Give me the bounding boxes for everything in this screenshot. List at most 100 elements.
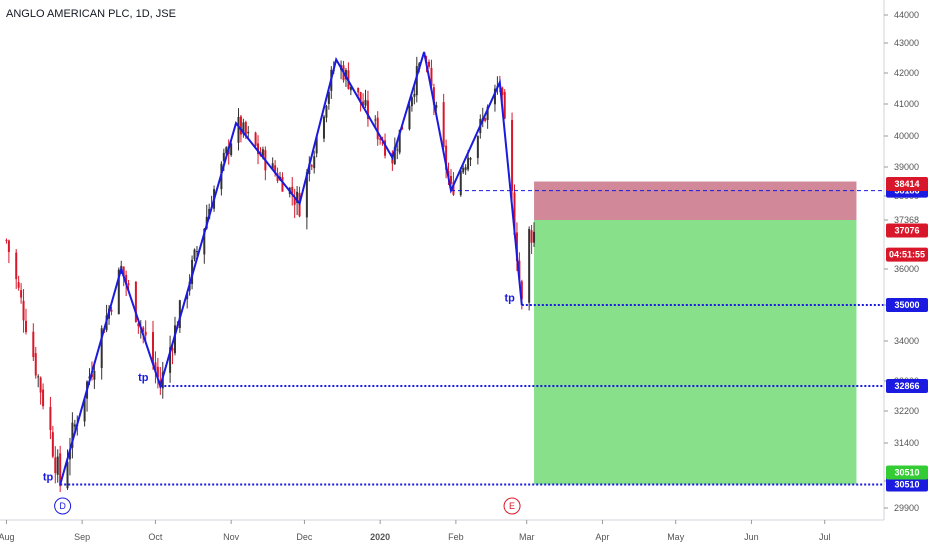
x-tick-label: Oct	[148, 532, 163, 542]
candle-body	[54, 457, 57, 474]
candle-body	[171, 348, 174, 351]
candle-body	[271, 163, 274, 170]
tp-label: tp	[504, 293, 515, 305]
candle-body	[239, 116, 242, 135]
candle-body	[32, 331, 35, 358]
x-tick-label: Sep	[74, 532, 90, 542]
candle-body	[100, 328, 103, 368]
candle-body	[134, 281, 137, 322]
candle-body	[449, 176, 452, 184]
candle-body	[349, 86, 352, 91]
candle-body	[374, 119, 377, 121]
tag-04-51-55-text: 04:51:55	[889, 250, 925, 260]
candle-body	[325, 105, 328, 118]
price-tags: 38186350003286630510384143707604:51:5530…	[886, 176, 928, 492]
price-levels[interactable]	[60, 190, 884, 486]
candle-body	[313, 156, 316, 169]
tag-35000: 35000	[886, 298, 928, 312]
candle-body	[467, 157, 470, 170]
tp-label: tp	[43, 472, 54, 484]
y-tick-label: 40000	[894, 131, 919, 141]
x-tick-label: Aug	[0, 532, 14, 542]
x-tick-label: May	[667, 532, 685, 542]
candle-body	[366, 100, 369, 120]
tag-30510-bg	[886, 477, 928, 492]
candle-body	[376, 117, 379, 140]
candle-body	[144, 331, 147, 336]
x-tick-label: Dec	[296, 532, 313, 542]
tag-30510: 30510	[886, 465, 928, 480]
x-tick-label: Apr	[595, 532, 609, 542]
y-tick-label: 44000	[894, 10, 919, 20]
candle-body	[257, 143, 260, 155]
harmonic-pattern[interactable]	[59, 51, 523, 485]
candle-body	[169, 347, 172, 373]
candle-body	[310, 165, 313, 167]
y-tick-label: 39000	[894, 162, 919, 172]
candle-body	[274, 165, 277, 174]
candle-body	[493, 88, 496, 105]
candle-body	[68, 451, 71, 460]
tag-38414: 38414	[886, 176, 928, 191]
tag-38414-bg	[886, 176, 928, 191]
candle-body	[322, 116, 325, 139]
candle-body	[83, 398, 86, 422]
candle-body	[430, 68, 433, 86]
stop-loss-zone[interactable]	[534, 181, 857, 221]
candle-body	[173, 325, 176, 354]
candle-body	[410, 97, 413, 107]
tag-04-51-55-bg	[886, 247, 928, 262]
x-tick-label: Jun	[744, 532, 759, 542]
candle-body	[528, 228, 531, 303]
candle-body	[24, 320, 27, 333]
candle-body	[432, 87, 435, 105]
candle-body	[408, 105, 411, 130]
pattern-line[interactable]	[59, 51, 523, 485]
candle-body	[156, 366, 159, 378]
candle-body	[142, 327, 145, 332]
candle-body	[381, 142, 384, 144]
candle-body	[237, 116, 240, 143]
candle-body	[7, 240, 10, 253]
candle-body	[428, 61, 431, 67]
tag-32866-bg	[886, 379, 928, 394]
candle-body	[34, 353, 37, 376]
candle-body	[452, 182, 455, 195]
candle-body	[384, 140, 387, 156]
y-tick-label: 29900	[894, 503, 919, 513]
candle-body	[364, 99, 367, 106]
take-profit-zone[interactable]	[534, 220, 857, 485]
point-marker-circle	[54, 497, 72, 515]
candle-body	[56, 456, 59, 475]
candle-body	[398, 129, 401, 153]
tag-35000-text: 35000	[894, 300, 919, 310]
candle-body	[110, 309, 113, 312]
tag-30510-text: 30510	[894, 467, 919, 477]
candles	[5, 55, 536, 493]
candle-body	[293, 197, 296, 205]
point-marker-label: E	[509, 501, 515, 511]
candle-body	[71, 422, 74, 448]
candle-body	[247, 131, 250, 134]
candle-body	[513, 192, 516, 235]
candle-body	[222, 152, 225, 161]
candle-body	[37, 376, 40, 378]
candle-body	[435, 105, 438, 108]
candle-body	[66, 461, 69, 489]
candle-body	[357, 87, 360, 93]
candle-body	[151, 332, 154, 365]
candle-body	[59, 453, 62, 487]
x-axis[interactable]: Aug Sep Oct Nov Dec 2020 Feb Mar Apr May Jun Jul	[0, 519, 884, 542]
candle-body	[476, 136, 479, 158]
candle-body	[49, 406, 52, 430]
candle-body	[193, 249, 196, 260]
tag-30510-bg	[886, 465, 928, 480]
position-zones[interactable]	[534, 181, 857, 485]
point-marker-label: D	[59, 501, 66, 511]
candle-body	[396, 149, 399, 151]
candle-body	[191, 259, 194, 285]
candle-body	[484, 118, 487, 121]
tag-37076-bg	[886, 223, 928, 238]
candle-body	[230, 143, 233, 156]
